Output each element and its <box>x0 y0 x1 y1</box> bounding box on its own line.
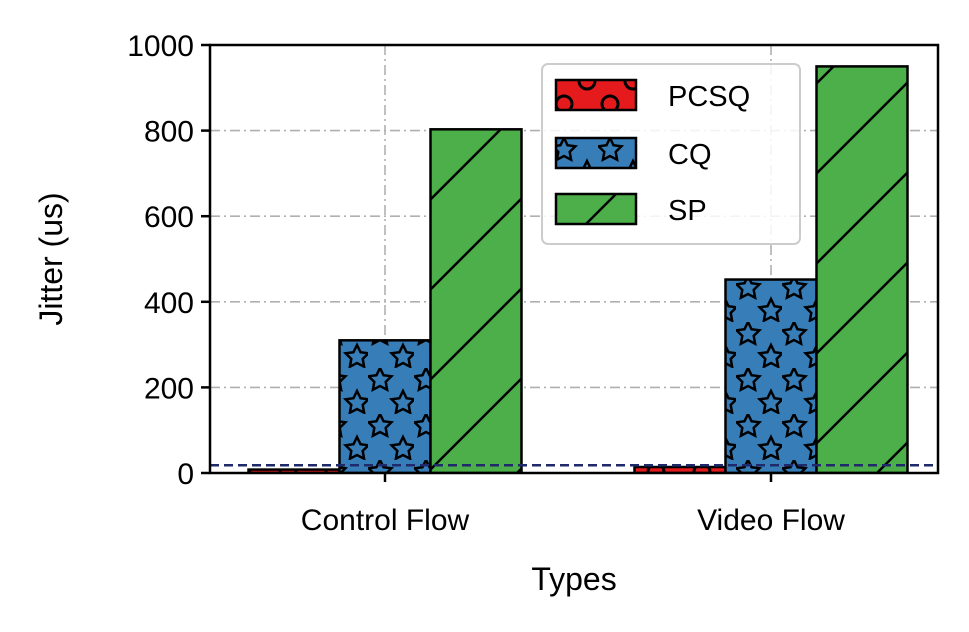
legend-label-sp: SP <box>668 195 707 227</box>
x-tick-label: Control Flow <box>301 504 470 537</box>
y-tick-label: 800 <box>144 116 194 149</box>
plot-frame <box>208 43 940 475</box>
bar-cq-control-flow <box>338 339 432 473</box>
legend-swatch-pcsq <box>554 78 638 112</box>
y-axis-title: Jitter (us) <box>33 192 69 325</box>
legend-label-pcsq: PCSQ <box>668 81 750 113</box>
legend-swatch-sp <box>554 192 638 226</box>
y-tick-label: 600 <box>144 201 194 234</box>
bar-cq-video-flow <box>724 278 818 473</box>
legend-item-sp: SP <box>554 192 707 227</box>
legend-item-pcsq: PCSQ <box>554 78 750 113</box>
y-tick-label: 1000 <box>127 30 194 63</box>
x-axis-title: Types <box>531 561 616 597</box>
legend: PCSQ CQ SP <box>541 63 801 245</box>
bars <box>247 65 909 473</box>
x-tick-label: Video Flow <box>697 504 845 537</box>
y-tick-label: 200 <box>144 372 194 405</box>
bar-sp-video-flow <box>815 65 909 473</box>
bar-sp-control-flow <box>429 128 523 473</box>
legend-swatch-cq <box>554 136 638 170</box>
y-tick-label: 0 <box>177 458 194 491</box>
y-axis: 0 200 400 600 800 1000 <box>127 30 210 491</box>
legend-item-cq: CQ <box>554 136 712 171</box>
legend-label-cq: CQ <box>668 139 712 171</box>
y-tick-label: 400 <box>144 287 194 320</box>
x-axis: Control Flow Video Flow <box>301 473 845 537</box>
